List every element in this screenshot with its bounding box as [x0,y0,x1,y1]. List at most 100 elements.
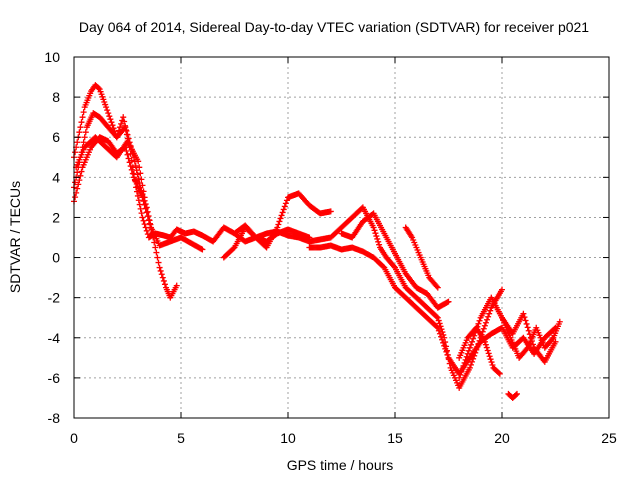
data-point [528,337,535,344]
x-tick-label: 15 [387,430,403,446]
data-point [157,267,164,274]
data-point [72,194,79,201]
series-track-11 [499,310,559,365]
data-point [122,124,129,131]
data-point [482,341,489,348]
data-point [469,358,476,365]
data-point [487,307,494,314]
data-point [155,259,162,266]
x-tick-label: 20 [494,430,510,446]
data-point [484,347,491,354]
data-point [142,224,149,231]
data-point [444,351,451,358]
data-point [275,221,282,228]
data-point [435,327,442,334]
data-point [139,214,146,221]
data-point [280,206,287,213]
data-point [521,314,528,321]
data-point [439,336,446,343]
series-track-7 [306,242,559,377]
x-axis-label: GPS time / hours [287,457,394,473]
data-point [124,131,131,138]
data-point [495,369,502,376]
series-track-9 [402,224,441,291]
data-point [486,353,493,360]
data-point [434,324,441,331]
data-point [123,127,130,134]
data-point [481,338,488,345]
data-point [146,220,153,227]
series-track-5 [220,190,334,261]
data-point [282,200,289,207]
data-point [485,350,492,357]
data-point [306,234,313,241]
data-point [374,235,381,242]
data-point [527,334,534,341]
data-point [466,364,473,371]
data-point [121,118,128,125]
data-point [158,271,165,278]
data-point [199,246,206,253]
data-point [140,188,147,195]
data-point [142,205,149,212]
data-point [445,298,452,305]
data-point [103,104,110,111]
data-point [143,209,150,216]
data-point [436,320,443,327]
y-tick-label: 0 [52,250,60,266]
data-point [433,283,440,290]
data-point [556,318,563,325]
data-point [79,114,86,121]
data-point [476,317,483,324]
data-point [373,233,380,240]
data-point [496,370,503,377]
series-track-3 [71,134,206,253]
data-point [526,331,533,338]
data-point [145,216,152,223]
data-point [137,170,144,177]
data-point [375,238,382,245]
data-point [391,263,398,270]
data-point [460,362,467,369]
data-point [442,345,449,352]
data-point [488,359,495,366]
axis-ticks: 0 5 10 15 20 25 -8 -6 -4 -2 0 2 4 6 8 10 [44,49,617,446]
y-tick-label: 2 [52,209,60,225]
data-point [470,335,477,342]
data-point [327,208,334,215]
chart-title: Day 064 of 2014, Sidereal Day-to-day VTE… [79,19,589,35]
data-point [76,177,83,184]
series-track-4 [73,134,148,201]
data-point [499,286,505,293]
data-point [77,124,84,131]
y-tick-label: 6 [52,129,60,145]
data-point [136,164,143,171]
data-point [552,338,559,345]
data-point [279,209,286,216]
data-point [140,198,147,205]
data-point [129,170,136,177]
data-point [484,316,491,323]
data-point [141,201,148,208]
data-point [462,356,469,363]
series-track-12 [456,324,503,377]
data-point [124,151,131,158]
y-tick-label: -4 [48,330,61,346]
data-point [457,371,464,378]
data-point [109,122,116,129]
data-point [433,323,440,330]
data-point [140,217,147,224]
x-tick-label: 10 [280,430,296,446]
data-point [76,129,83,136]
data-point [117,124,124,131]
data-point [483,344,490,351]
data-point [159,274,166,281]
data-point [230,245,237,252]
data-point [134,171,141,178]
y-tick-label: -2 [48,290,61,306]
plot-frame [73,56,610,419]
data-point [152,244,159,251]
data-point [513,390,520,397]
data-point [108,119,115,126]
data-point [485,313,492,320]
